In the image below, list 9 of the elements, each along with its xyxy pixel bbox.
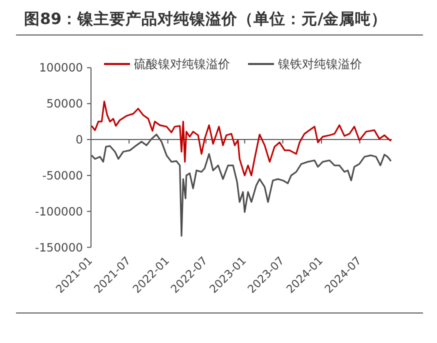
y-tick-label: -100000 [34, 204, 83, 218]
y-tick-label: 100000 [39, 60, 83, 75]
chart-title: 图89：镍主要产品对纯镍溢价（单位：元/金属吨） [24, 9, 388, 28]
y-tick-label: -50000 [42, 168, 83, 182]
legend-label: 镍铁对纯镍溢价 [277, 57, 362, 71]
y-tick-label: 50000 [46, 96, 83, 111]
y-tick-label: -150000 [34, 240, 83, 254]
legend-label: 硫酸镍对纯镍溢价 [134, 57, 230, 71]
y-tick-label: 0 [76, 132, 83, 147]
